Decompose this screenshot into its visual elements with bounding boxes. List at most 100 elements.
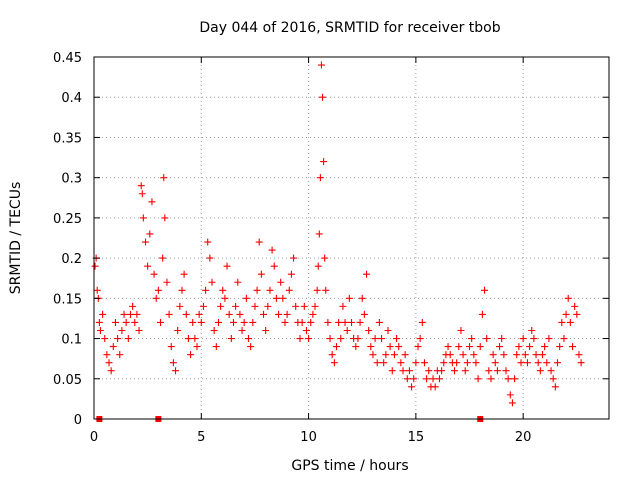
data-point bbox=[457, 327, 465, 335]
data-point bbox=[221, 294, 229, 302]
data-point bbox=[538, 351, 546, 359]
data-point bbox=[322, 286, 330, 294]
y-tick-label: 0.05 bbox=[53, 373, 82, 388]
data-point bbox=[157, 318, 165, 326]
x-tick-label: 15 bbox=[408, 430, 425, 445]
data-point bbox=[253, 286, 261, 294]
data-point bbox=[463, 359, 471, 367]
chart-title: Day 044 of 2016, SRMTID for receiver tbo… bbox=[199, 20, 500, 36]
data-point bbox=[120, 310, 128, 318]
data-point bbox=[249, 318, 257, 326]
data-point bbox=[268, 246, 276, 254]
data-point bbox=[332, 343, 340, 351]
data-point bbox=[405, 367, 413, 375]
data-point bbox=[451, 367, 458, 375]
data-point bbox=[528, 327, 536, 335]
data-point bbox=[472, 359, 480, 367]
data-point bbox=[384, 327, 392, 335]
data-point bbox=[154, 286, 162, 294]
data-point bbox=[571, 302, 579, 310]
data-point bbox=[373, 359, 381, 367]
data-point bbox=[210, 327, 218, 335]
x-tick-label: 10 bbox=[300, 430, 317, 445]
data-point bbox=[485, 367, 493, 375]
data-point bbox=[523, 359, 531, 367]
data-point bbox=[150, 270, 158, 278]
data-point bbox=[545, 335, 553, 343]
data-point bbox=[314, 262, 322, 270]
data-point bbox=[296, 335, 304, 343]
data-point bbox=[311, 302, 319, 310]
x-tick-label: 0 bbox=[90, 430, 98, 445]
data-point bbox=[532, 351, 540, 359]
data-point bbox=[163, 278, 171, 286]
data-point bbox=[126, 310, 134, 318]
data-point bbox=[526, 343, 534, 351]
data-point bbox=[91, 262, 99, 270]
data-point bbox=[455, 343, 463, 351]
data-point bbox=[93, 286, 101, 294]
data-point bbox=[575, 351, 583, 359]
data-point bbox=[478, 310, 486, 318]
data-point bbox=[330, 359, 338, 367]
data-point bbox=[339, 302, 347, 310]
data-point bbox=[275, 310, 283, 318]
data-point bbox=[363, 270, 371, 278]
data-point bbox=[116, 351, 124, 359]
data-point bbox=[159, 254, 167, 262]
data-point bbox=[556, 343, 564, 351]
data-point bbox=[229, 318, 237, 326]
grid bbox=[94, 57, 609, 419]
data-point bbox=[489, 351, 497, 359]
data-point bbox=[137, 182, 145, 190]
data-point bbox=[468, 335, 476, 343]
data-point bbox=[500, 351, 508, 359]
y-tick-label: 0.35 bbox=[53, 131, 82, 146]
data-point bbox=[204, 238, 212, 246]
y-tick-label: 0.25 bbox=[53, 212, 82, 227]
data-point bbox=[309, 310, 317, 318]
data-point bbox=[511, 375, 519, 383]
data-point bbox=[412, 359, 420, 367]
data-point bbox=[298, 318, 306, 326]
data-point bbox=[219, 286, 227, 294]
data-point bbox=[541, 343, 549, 351]
data-point bbox=[425, 367, 433, 375]
data-point bbox=[300, 302, 308, 310]
data-point bbox=[414, 343, 422, 351]
x-axis-label: GPS time / hours bbox=[291, 458, 408, 474]
data-point bbox=[519, 335, 527, 343]
data-point bbox=[496, 343, 504, 351]
data-point bbox=[560, 335, 568, 343]
data-point bbox=[403, 375, 411, 383]
data-point bbox=[461, 367, 469, 375]
data-point bbox=[360, 310, 368, 318]
data-point bbox=[431, 383, 439, 391]
data-point bbox=[240, 318, 248, 326]
data-point bbox=[317, 61, 325, 69]
data-point bbox=[285, 286, 293, 294]
data-point bbox=[279, 294, 287, 302]
data-point bbox=[129, 302, 137, 310]
data-point bbox=[264, 302, 272, 310]
data-point bbox=[251, 302, 259, 310]
data-point bbox=[348, 318, 355, 326]
data-point bbox=[365, 327, 373, 335]
data-point bbox=[335, 318, 343, 326]
data-point bbox=[206, 254, 214, 262]
y-tick-label: 0.1 bbox=[61, 333, 82, 348]
data-point bbox=[566, 318, 574, 326]
data-point bbox=[302, 327, 310, 335]
data-point bbox=[124, 335, 132, 343]
data-point bbox=[199, 302, 207, 310]
data-point bbox=[418, 318, 426, 326]
data-point bbox=[176, 302, 184, 310]
data-point bbox=[375, 318, 383, 326]
data-point bbox=[122, 318, 130, 326]
data-point bbox=[189, 318, 197, 326]
data-point bbox=[197, 318, 205, 326]
data-point bbox=[395, 343, 403, 351]
data-point bbox=[324, 318, 332, 326]
y-tick-label: 0.15 bbox=[53, 292, 82, 307]
data-point bbox=[476, 343, 484, 351]
